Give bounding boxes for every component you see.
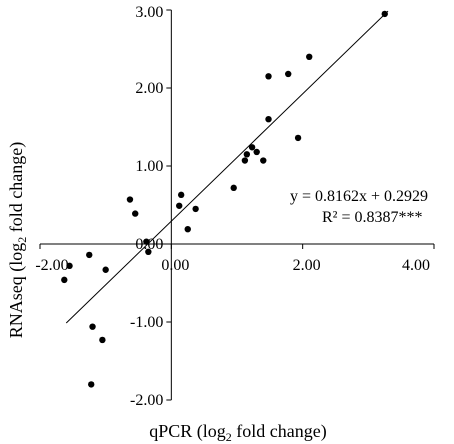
y-axis-title: RNAseq (log2 fold change)	[6, 142, 29, 338]
regression-equation: y = 0.8162x + 0.2929	[290, 188, 428, 205]
r-squared-label: R² = 0.8387***	[322, 209, 423, 226]
data-point	[89, 323, 96, 330]
data-point	[265, 116, 272, 123]
x-axis-title-tail: fold change)	[232, 421, 327, 442]
data-point	[381, 10, 388, 18]
x-axis-title-subscript: 2	[226, 430, 232, 444]
y-tick-label: -1.00	[130, 314, 163, 331]
data-point	[102, 266, 109, 273]
data-points	[61, 10, 388, 388]
x-tick-label: 2.00	[293, 257, 321, 274]
x-tick-label: -2.00	[35, 257, 68, 274]
data-point	[145, 248, 152, 255]
data-point	[243, 151, 251, 158]
y-axis-title-subscript: 2	[15, 237, 29, 243]
data-point	[230, 184, 237, 192]
data-point	[184, 225, 191, 233]
data-point	[285, 70, 292, 78]
y-tick-label: 2.00	[135, 80, 163, 97]
x-tick-label: 4.00	[402, 257, 430, 274]
data-point	[306, 53, 313, 60]
data-point	[143, 238, 150, 245]
data-point	[294, 134, 302, 142]
data-point	[253, 148, 260, 156]
data-point	[126, 196, 134, 203]
data-point	[177, 191, 185, 199]
y-tick-label: 3.00	[135, 4, 163, 21]
data-point	[260, 157, 267, 164]
data-point	[265, 73, 272, 80]
x-tick-label: 0.00	[161, 257, 189, 274]
data-point	[248, 144, 256, 151]
x-ticks: -2.00 0.00 2.00 4.00	[35, 244, 435, 274]
y-tick-label: 1.00	[135, 158, 163, 175]
data-point	[99, 336, 106, 344]
y-axis-title-tail: fold change)	[6, 142, 27, 237]
axes	[40, 10, 434, 400]
data-point	[86, 251, 93, 259]
data-point	[88, 381, 95, 388]
y-ticks: -2.00-1.000.001.002.003.00	[130, 4, 172, 409]
data-point	[132, 210, 139, 217]
data-point	[241, 157, 249, 164]
y-tick-label: -2.00	[130, 392, 163, 409]
data-point	[66, 262, 73, 270]
y-axis-title-main: RNAseq (log	[6, 243, 27, 339]
data-point	[192, 205, 199, 213]
x-axis-title: qPCR (log2 fold change)	[149, 421, 327, 444]
data-point	[61, 276, 68, 284]
x-axis-title-main: qPCR (log	[149, 421, 226, 442]
data-point	[176, 202, 183, 209]
trendline	[65, 10, 389, 324]
